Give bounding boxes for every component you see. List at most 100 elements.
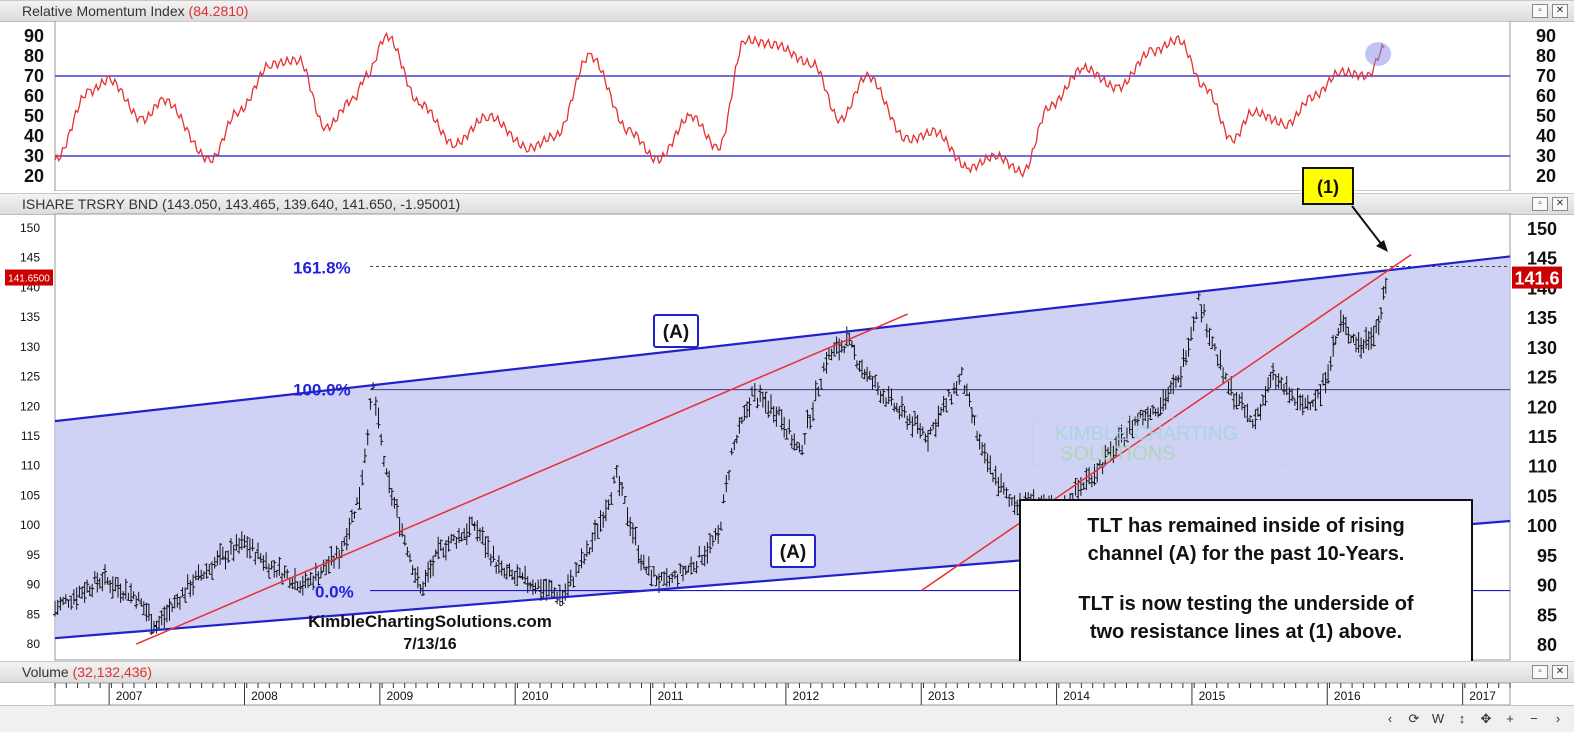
time-axis: 2007 2008 2009 2010 2011 2012 2013 2014 2015 2016… — [54, 683, 1511, 705]
ohlc-bar — [1015, 499, 1020, 516]
ohlc-bar — [373, 396, 378, 416]
ohlc-bar — [1007, 494, 1012, 507]
ohlc-bar — [85, 579, 90, 593]
ohlc-bar — [941, 395, 946, 413]
ohlc-bar — [576, 564, 581, 573]
ohlc-bar — [253, 551, 258, 565]
price-y-tick-left: 90 — [27, 578, 41, 592]
ohlc-bar — [1119, 424, 1124, 443]
fib-label-0: 0.0% — [315, 583, 354, 602]
ohlc-bar — [157, 615, 162, 630]
ohlc-bar — [1078, 477, 1083, 496]
ohlc-bar — [53, 600, 57, 617]
ohlc-bar — [752, 383, 757, 402]
ohlc-bar — [172, 595, 177, 609]
ohlc-bar — [300, 575, 305, 596]
ohlc-bar — [584, 540, 589, 557]
ohlc-bar — [365, 429, 370, 446]
ohlc-bar — [571, 576, 576, 588]
ohlc-bar — [574, 562, 579, 577]
ohlc-bar — [689, 556, 694, 575]
axis-year-label: 2015 — [1199, 689, 1226, 703]
ohlc-bar — [71, 589, 76, 605]
price-tag-left: 141.6500 — [8, 274, 50, 285]
ohlc-bar — [886, 386, 891, 404]
ohlc-bar — [672, 570, 677, 579]
volume-window-buttons: ▫ ✕ — [1532, 665, 1568, 679]
ohlc-bar — [727, 470, 731, 481]
close-icon[interactable]: ✕ — [1552, 4, 1568, 18]
ohlc-bar — [201, 571, 206, 579]
ohlc-bar — [952, 382, 956, 395]
scroll-left-icon[interactable]: ‹ — [1387, 711, 1393, 726]
ohlc-bar — [865, 366, 870, 382]
restore-icon[interactable]: ▫ — [1532, 665, 1548, 679]
ohlc-bar — [996, 476, 1001, 497]
price-y-tick-left: 150 — [20, 221, 40, 235]
ohlc-bar — [867, 370, 872, 381]
ohlc-bar — [459, 532, 464, 542]
ohlc-bar — [1240, 392, 1244, 411]
ohlc-bar — [664, 568, 669, 587]
settings-icon[interactable]: ⟳ — [1408, 711, 1420, 726]
ohlc-bar — [1103, 445, 1108, 467]
ohlc-bar — [175, 593, 180, 608]
ohlc-bar — [1234, 392, 1239, 410]
ohlc-bar — [528, 581, 533, 590]
price-y-tick-right: 80 — [1537, 635, 1557, 655]
axis-year-label: 2007 — [116, 689, 143, 703]
ohlc-bar — [280, 572, 284, 585]
zoom-in-icon[interactable]: + — [1506, 711, 1514, 726]
ohlc-bar — [824, 352, 829, 374]
price-y-tick-right: 105 — [1527, 486, 1557, 506]
ohlc-bar — [750, 386, 754, 397]
ohlc-bar — [1284, 375, 1289, 396]
ohlc-bar — [1383, 277, 1388, 294]
ohlc-bar — [1199, 304, 1204, 323]
move-icon[interactable]: ✥ — [1480, 711, 1492, 726]
ohlc-bar — [376, 407, 381, 429]
rmi-plot-frame — [54, 21, 1511, 191]
toolbar-icons: ‹ ⟳ W ↕ ✥ + − › — [1382, 711, 1566, 727]
ohlc-bar — [162, 606, 167, 629]
ohlc-bar — [131, 591, 136, 600]
ohlc-bar — [418, 584, 423, 594]
resize-icon[interactable]: ↕ — [1458, 711, 1466, 726]
ohlc-bar — [1369, 327, 1374, 350]
ohlc-bar — [352, 511, 357, 519]
ohlc-bar — [1253, 409, 1258, 430]
ohlc-bar — [188, 580, 193, 598]
channel-label-top-box — [653, 314, 699, 348]
ohlc-bar — [691, 561, 696, 572]
ohlc-bar — [77, 585, 82, 598]
rmi-y-tick-left: 60 — [24, 86, 44, 106]
ohlc-bar — [55, 599, 60, 615]
scroll-right-icon[interactable]: › — [1555, 711, 1561, 726]
axis-year-label: 2012 — [793, 689, 820, 703]
ohlc-bar — [1255, 407, 1260, 417]
ohlc-bar — [1371, 325, 1376, 347]
ohlc-bar — [1381, 286, 1386, 300]
close-icon[interactable]: ✕ — [1552, 665, 1568, 679]
ohlc-bar — [1168, 380, 1173, 394]
ohlc-bar — [258, 553, 263, 563]
restore-icon[interactable]: ▫ — [1532, 197, 1548, 211]
ohlc-bar — [920, 426, 925, 435]
weekly-icon[interactable]: W — [1431, 711, 1445, 726]
zoom-out-icon[interactable]: − — [1530, 711, 1538, 726]
ohlc-bar — [1073, 478, 1078, 496]
restore-icon[interactable]: ▫ — [1532, 4, 1548, 18]
ohlc-bar — [837, 338, 842, 361]
close-icon[interactable]: ✕ — [1552, 197, 1568, 211]
ohlc-bar — [737, 417, 742, 434]
ohlc-bar — [875, 382, 880, 396]
ohlc-bar — [729, 448, 734, 456]
ohlc-bar — [384, 468, 389, 476]
callout-arrow-line — [1351, 205, 1383, 246]
ohlc-bar — [82, 582, 87, 603]
ohlc-bar — [443, 540, 448, 561]
ohlc-bar — [1326, 364, 1331, 384]
ohlc-bar — [1376, 315, 1381, 336]
ohlc-bar — [191, 574, 196, 596]
ohlc-bar — [1161, 389, 1166, 412]
